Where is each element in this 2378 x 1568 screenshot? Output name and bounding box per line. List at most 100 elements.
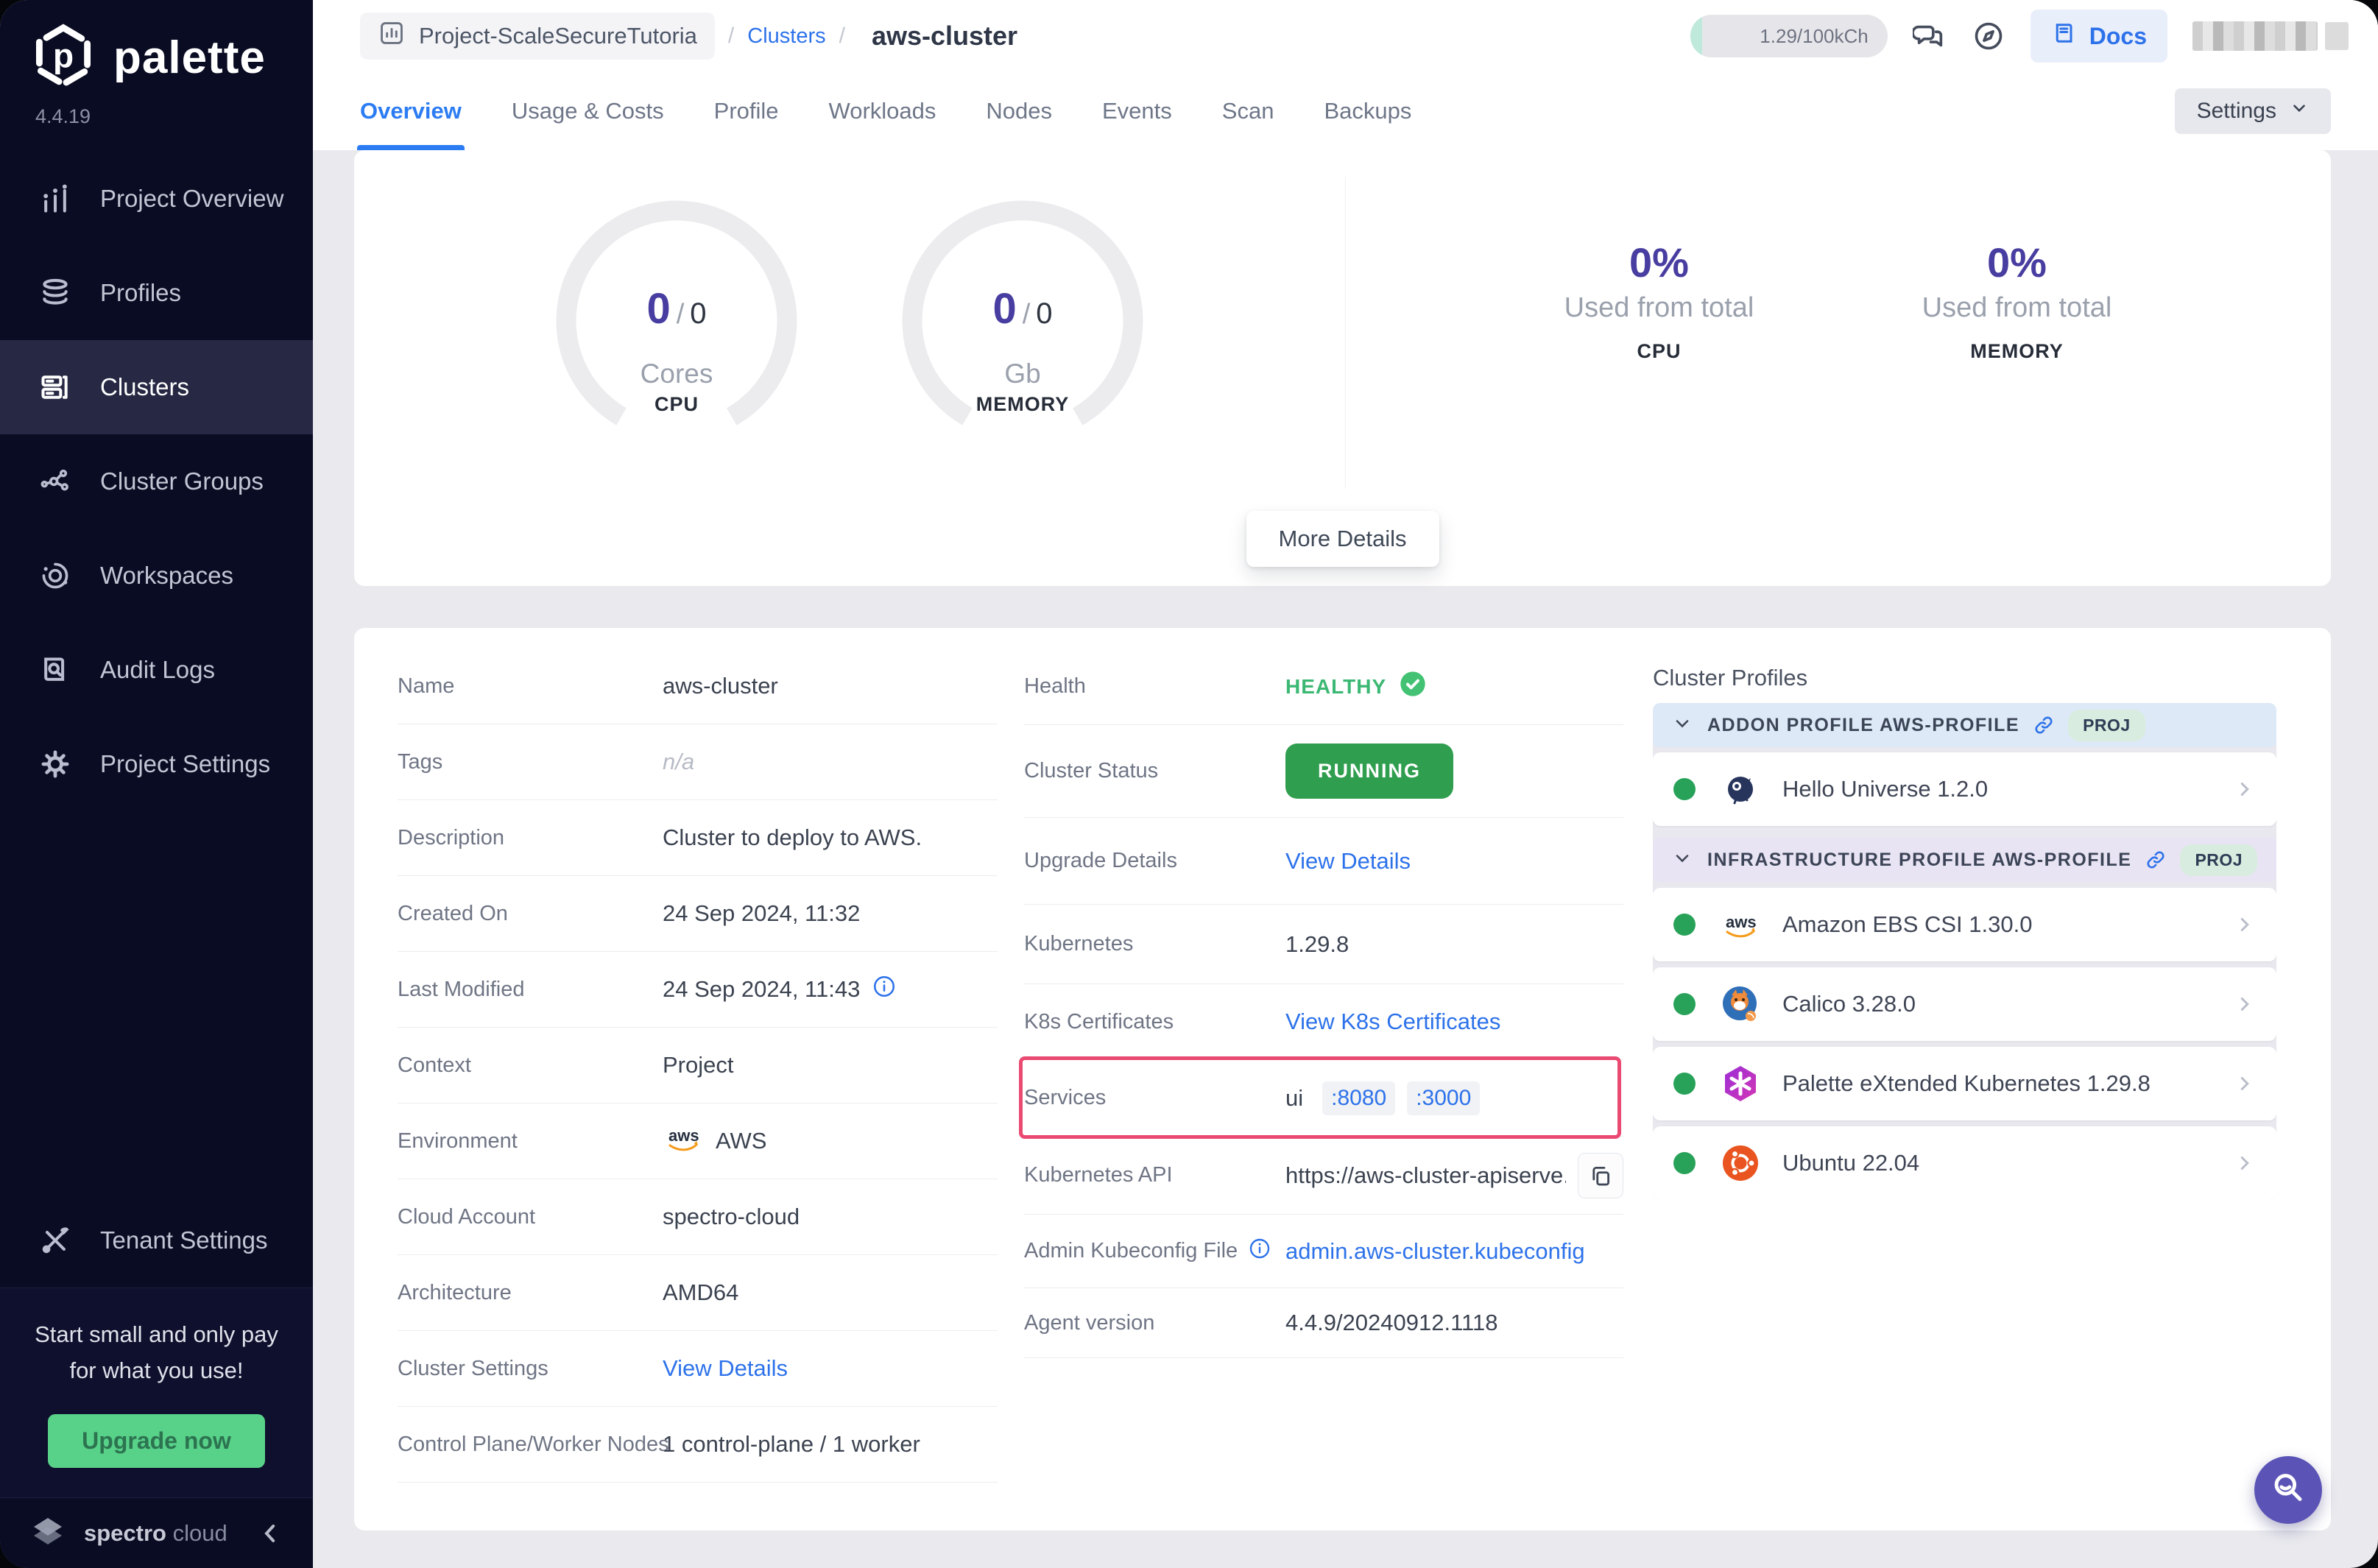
promo-text: Start small and only pay for what you us… [35,1321,278,1384]
sidebar-footer: spectro cloud [0,1497,313,1568]
sidebar-nav: Project Overview Profiles Clusters Clust… [0,152,313,811]
detail-row-kubernetes: Kubernetes 1.29.8 [1024,905,1623,984]
metrics-card: 0/0 Cores CPU 0/0 Gb MEMORY [354,150,2331,586]
cpu-gauge: 0/0 Cores CPU [551,196,802,446]
infrastructure-profile-header[interactable]: INFRASTRUCTURE PROFILE AWS-PROFILE PROJ [1653,838,2276,882]
service-port-8080-link[interactable]: :8080 [1322,1081,1396,1115]
link-icon[interactable] [2033,714,2055,736]
admin-kubeconfig-link[interactable]: admin.aws-cluster.kubeconfig [1285,1237,1585,1264]
service-port-3000-link[interactable]: :3000 [1407,1081,1481,1115]
profile-row-amazon-ebs-csi[interactable]: aws Amazon EBS CSI 1.30.0 [1653,888,2276,961]
topbar-right: 1.29/100kCh Docs [1690,10,2349,63]
detail-row-created-on: Created On 24 Sep 2024, 11:32 [398,876,998,952]
sidebar-item-label: Workspaces [100,562,233,589]
tab-profile[interactable]: Profile [713,98,779,124]
memory-gauge: 0/0 Gb MEMORY [897,196,1148,446]
settings-button[interactable]: Settings [2174,88,2331,134]
cpu-usage-stat: 0% Used from total CPU [1545,239,1774,586]
sidebar-item-workspaces[interactable]: Workspaces [0,529,313,623]
project-chart-icon [378,19,406,53]
clusters-icon [38,370,72,404]
cpu-gauge-label: CPU [654,393,699,415]
profile-row-palette-extended-kubernetes[interactable]: Palette eXtended Kubernetes 1.29.8 [1653,1047,2276,1120]
compass-icon[interactable] [1972,19,2005,53]
detail-row-last-modified: Last Modified 24 Sep 2024, 11:43 [398,952,998,1028]
tab-usage-costs[interactable]: Usage & Costs [511,98,664,124]
detail-row-name: Name aws-cluster [398,649,998,724]
detail-row-cloud-account: Cloud Account spectro-cloud [398,1179,998,1255]
link-icon[interactable] [2145,849,2167,871]
cluster-tabbar: Overview Usage & Costs Profile Workloads… [313,72,2378,150]
redacted-block [2325,22,2349,50]
proj-badge: PROJ [2068,709,2145,741]
sidebar-item-cluster-groups[interactable]: Cluster Groups [0,434,313,529]
svg-text:aws: aws [668,1126,699,1145]
sidebar-item-label: Cluster Groups [100,467,264,495]
detail-row-k8s-certificates: K8s Certificates View K8s Certificates [1024,984,1623,1060]
health-status: HEALTHY [1285,674,1387,698]
spectro-cloud-logo-icon [28,1514,68,1553]
breadcrumb-clusters-link[interactable]: Clusters [747,24,826,48]
tab-overview[interactable]: Overview [357,72,465,150]
copy-icon[interactable] [1578,1152,1623,1198]
tab-workloads[interactable]: Workloads [828,98,936,124]
svg-text:aws: aws [1726,913,1757,931]
info-icon[interactable] [1248,1237,1271,1266]
upgrade-now-button[interactable]: Upgrade now [48,1414,265,1468]
memory-unit: Gb [1004,359,1041,389]
sidebar-item-label: Clusters [100,373,190,400]
sidebar-item-profiles[interactable]: Profiles [0,246,313,340]
hello-universe-icon [1719,769,1762,809]
tools-icon [38,1223,72,1257]
upgrade-view-details-link[interactable]: View Details [1285,847,1411,874]
detail-row-architecture: Architecture AMD64 [398,1255,998,1331]
details-left-column: Name aws-cluster Tags n/a Description Cl… [398,649,998,1501]
breadcrumb-current-cluster: aws-cluster [871,21,1018,51]
project-name: Project-ScaleSecureTutoria [419,23,697,49]
project-selector[interactable]: Project-ScaleSecureTutoria [360,13,715,60]
collapse-sidebar-button[interactable] [255,1519,285,1548]
sidebar-item-audit-logs[interactable]: Audit Logs [0,623,313,717]
help-search-fab[interactable] [2254,1456,2322,1524]
sidebar-item-label: Tenant Settings [100,1226,268,1254]
user-name-redacted[interactable] [2192,21,2349,51]
profile-row-calico[interactable]: Calico 3.28.0 [1653,967,2276,1041]
view-k8s-certificates-link[interactable]: View K8s Certificates [1285,1009,1501,1034]
sidebar-item-project-settings[interactable]: Project Settings [0,717,313,811]
profile-row-hello-universe[interactable]: Hello Universe 1.2.0 [1653,752,2276,826]
service-name: ui [1285,1084,1304,1111]
chevron-right-icon [2234,993,2256,1015]
details-middle-column: Health HEALTHY Cluster Status RUNNING Up… [1024,649,1623,1501]
tab-backups[interactable]: Backups [1324,98,1412,124]
usage-quota-pill[interactable]: 1.29/100kCh [1690,15,1888,57]
chart-icon [38,182,72,216]
running-status-pill: RUNNING [1285,744,1453,799]
cluster-settings-view-details-link[interactable]: View Details [663,1355,788,1381]
palette-logo-icon: p [29,22,97,93]
sidebar-item-label: Project Settings [100,750,271,777]
tab-events[interactable]: Events [1102,98,1172,124]
cpu-total: 0 [690,297,707,330]
app-version: 4.4.19 [35,105,91,127]
gauges: 0/0 Cores CPU 0/0 Gb MEMORY [354,150,1345,586]
sidebar-item-clusters[interactable]: Clusters [0,340,313,434]
tab-nodes[interactable]: Nodes [986,98,1052,124]
detail-row-nodes: Control Plane/Worker Nodes 1 control-pla… [398,1407,998,1483]
docs-button[interactable]: Docs [2030,10,2167,63]
tab-scan[interactable]: Scan [1221,98,1274,124]
book-icon [2051,20,2078,52]
status-dot-icon [1673,1073,1696,1095]
chevron-right-icon [2234,1073,2256,1095]
sidebar-item-project-overview[interactable]: Project Overview [0,152,313,246]
addon-profile-header[interactable]: ADDON PROFILE AWS-PROFILE PROJ [1653,703,2276,747]
sidebar: p palette 4.4.19 Project Overview Profil… [0,0,313,1568]
info-icon[interactable] [872,974,897,1005]
sidebar-item-tenant-settings[interactable]: Tenant Settings [0,1193,313,1288]
detail-row-cluster-settings: Cluster Settings View Details [398,1331,998,1407]
profile-row-ubuntu[interactable]: Ubuntu 22.04 [1653,1126,2276,1200]
chevron-right-icon [2234,1152,2256,1174]
more-details-button[interactable]: More Details [1246,511,1439,567]
tabs: Overview Usage & Costs Profile Workloads… [357,72,1412,150]
chat-icon[interactable] [1912,19,1947,53]
